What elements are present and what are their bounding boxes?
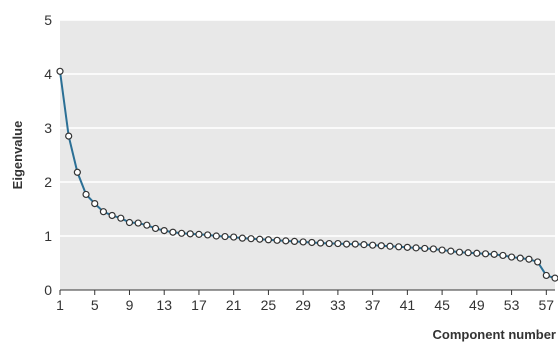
data-point <box>429 245 438 253</box>
data-point <box>325 239 333 248</box>
data-point <box>290 237 299 245</box>
data-point <box>534 258 542 266</box>
y-tick-label: 3 <box>44 120 52 136</box>
y-tick-label: 1 <box>44 228 52 244</box>
plot-background <box>60 20 555 290</box>
x-tick-label: 9 <box>126 297 134 313</box>
data-point <box>447 247 455 255</box>
data-point <box>256 235 264 243</box>
data-point <box>481 250 490 258</box>
x-tick-label: 1 <box>56 297 64 313</box>
data-point <box>473 249 481 257</box>
data-point <box>551 274 558 282</box>
x-tick-label: 49 <box>469 297 485 313</box>
data-point <box>351 240 359 248</box>
data-point <box>282 237 290 245</box>
data-point <box>143 221 151 229</box>
data-point <box>525 255 533 263</box>
data-point <box>273 236 281 244</box>
data-point <box>490 250 498 258</box>
y-tick-label: 5 <box>44 12 52 28</box>
data-point <box>412 244 420 252</box>
data-point <box>230 233 238 241</box>
x-tick-label: 53 <box>504 297 520 313</box>
data-point <box>204 231 212 239</box>
data-point <box>169 228 177 236</box>
data-point <box>177 229 186 237</box>
data-point <box>65 132 73 140</box>
y-tick-label: 0 <box>44 282 52 298</box>
y-tick-label: 2 <box>44 174 52 190</box>
data-point <box>438 246 446 254</box>
x-tick-label: 25 <box>261 297 277 313</box>
data-point <box>299 238 307 246</box>
y-axis-tick-labels: 0 1 2 3 4 5 <box>44 12 52 298</box>
data-point <box>455 248 464 256</box>
data-point <box>160 227 168 235</box>
data-point <box>464 249 472 257</box>
data-point <box>360 241 368 249</box>
data-point <box>73 168 81 176</box>
data-point <box>507 253 516 261</box>
data-point <box>134 219 142 227</box>
data-point <box>125 218 134 227</box>
data-point <box>212 232 220 240</box>
data-point <box>264 236 273 244</box>
data-point <box>221 232 229 241</box>
data-point <box>377 242 385 250</box>
x-axis-tick-labels: 1 5 9 13 17 21 25 29 33 37 41 45 49 53 57 <box>56 290 554 313</box>
data-point <box>186 230 194 238</box>
eigenvalue-line <box>59 71 556 280</box>
data-point <box>82 190 90 199</box>
data-point <box>395 243 403 251</box>
data-point <box>247 235 255 243</box>
data-point <box>334 239 342 248</box>
data-point <box>342 240 351 248</box>
data-point <box>369 241 377 249</box>
data-point <box>316 239 325 247</box>
x-tick-label: 33 <box>330 297 346 313</box>
x-tick-label: 57 <box>539 297 555 313</box>
x-tick-label: 45 <box>434 297 450 313</box>
data-point <box>195 230 203 238</box>
data-point <box>308 238 316 247</box>
x-axis-title: Component number <box>433 327 557 342</box>
data-point <box>421 244 429 253</box>
data-point <box>151 224 160 233</box>
gridlines <box>60 19 555 237</box>
data-point <box>108 211 116 220</box>
data-point <box>238 234 246 242</box>
data-point <box>516 254 524 262</box>
y-axis-title: Eigenvalue <box>10 121 25 190</box>
data-point <box>117 214 125 222</box>
data-point <box>99 208 108 216</box>
x-tick-label: 13 <box>156 297 172 313</box>
eigenvalue-markers <box>56 67 558 282</box>
x-tick-label: 29 <box>295 297 311 313</box>
x-tick-label: 5 <box>91 297 99 313</box>
x-tick-label: 21 <box>226 297 242 313</box>
data-point <box>403 243 411 251</box>
data-point <box>499 251 507 260</box>
data-point <box>91 200 99 208</box>
x-tick-label: 41 <box>400 297 416 313</box>
x-tick-label: 37 <box>365 297 381 313</box>
x-tick-label: 17 <box>191 297 207 313</box>
data-point <box>542 271 550 280</box>
y-tick-label: 4 <box>44 66 52 82</box>
data-point <box>386 242 394 250</box>
data-point <box>56 67 64 75</box>
